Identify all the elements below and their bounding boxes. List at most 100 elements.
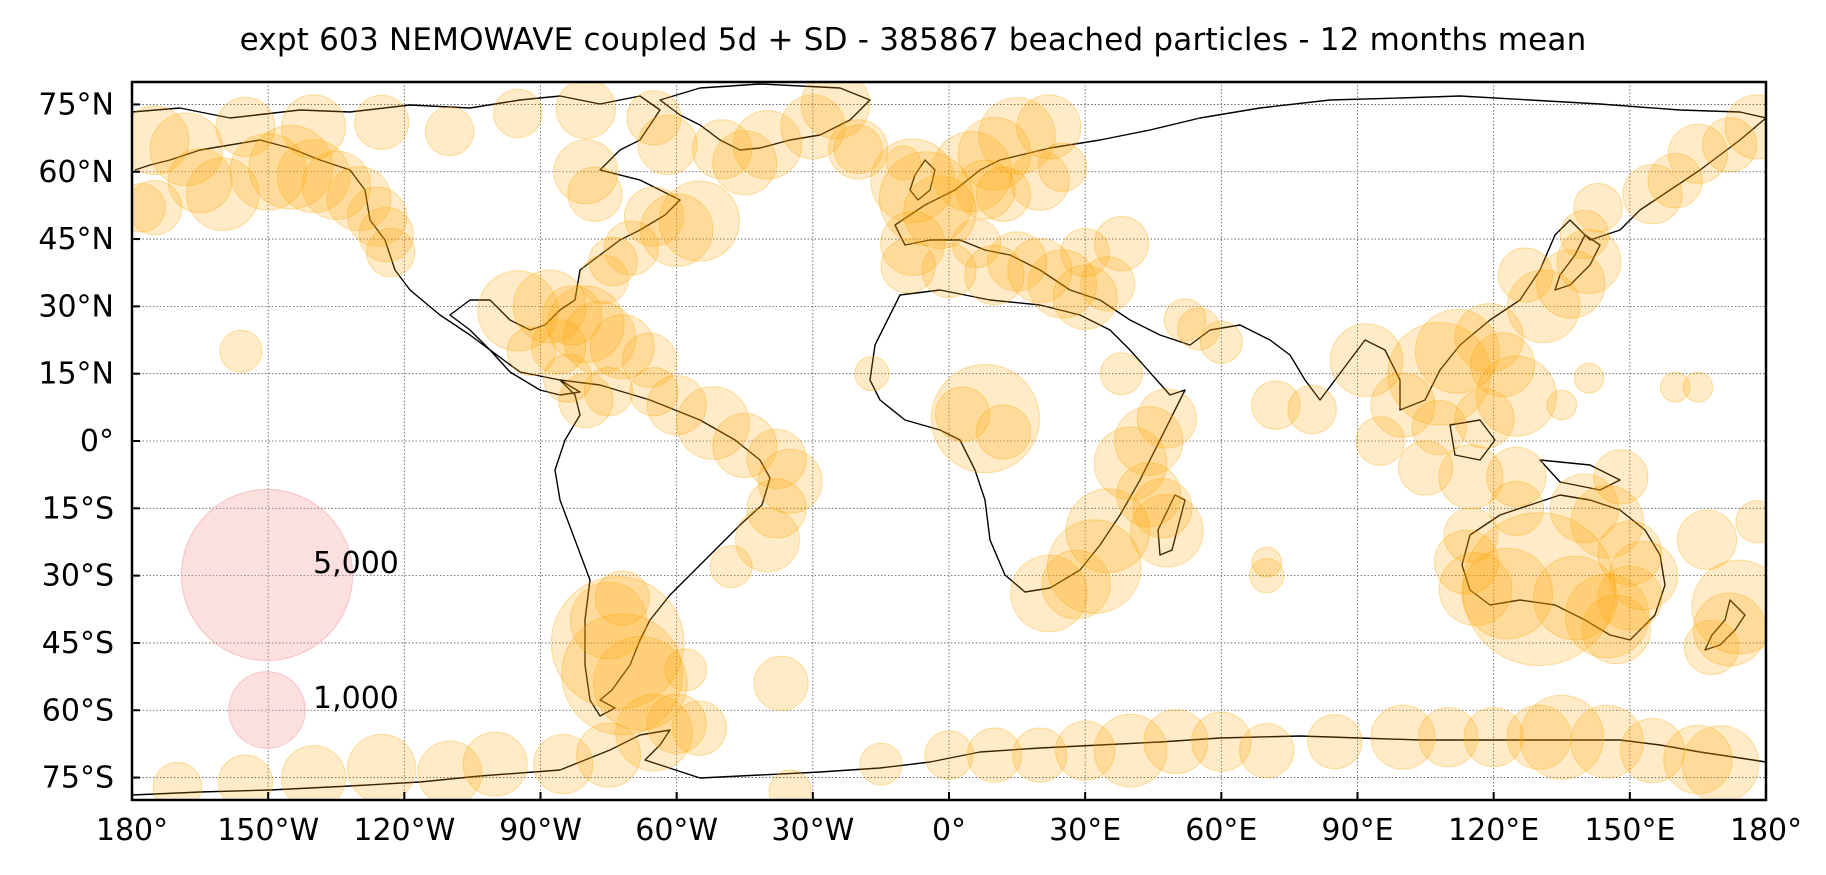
beached-particles-point [880, 211, 946, 277]
coastline-new-guinea [1539, 459, 1621, 491]
beached-particles-point [512, 269, 587, 344]
y-tick-label: 45°S [42, 626, 114, 661]
coastline-japan [1554, 234, 1601, 291]
beached-particles-point [1411, 399, 1467, 456]
beached-particles-point [1016, 94, 1082, 160]
legend-label: 1,000 [313, 681, 399, 716]
beached-particles-point [935, 386, 991, 442]
beached-particles-point [921, 242, 977, 299]
beached-particles-point [828, 119, 889, 180]
beached-particles-point [800, 82, 871, 140]
beached-particles-point [931, 131, 1013, 213]
beached-particles-point [219, 329, 263, 373]
y-tick-label: 30°N [38, 289, 114, 324]
beached-particles-point [1463, 707, 1524, 768]
beached-particles-point [1060, 227, 1110, 278]
beached-particles-point [1307, 714, 1363, 770]
beached-particles-point [1329, 323, 1404, 398]
x-axis-ticks: 180° 150°W 120°W 90°W 60°W 30°W 0° 30°E 60°E 90°E… [96, 792, 1802, 848]
beached-particles-point [152, 761, 203, 800]
x-tick-label: 150°E [1584, 813, 1675, 848]
map-title: expt 603 NEMOWAVE coupled 5d + SD - 3858… [239, 22, 1587, 58]
beached-particles-point [358, 206, 414, 263]
beached-particles-point [878, 151, 974, 247]
beached-particles-point [639, 193, 714, 267]
coastline-eurasia [894, 95, 1766, 411]
beached-particles-point [1506, 704, 1572, 770]
beached-particles-point [132, 182, 166, 233]
beached-particles-point [646, 693, 707, 754]
beached-particles-point [1010, 554, 1088, 633]
beached-particles-point [1681, 725, 1760, 800]
beached-particles-point [1454, 388, 1515, 449]
beached-particles-point [547, 285, 625, 364]
beached-particles-point [1683, 619, 1740, 676]
beached-particles-point [1251, 546, 1283, 578]
beached-particles-point [1093, 215, 1150, 272]
beached-particles-point [1676, 509, 1738, 570]
beached-particles-point [1488, 480, 1544, 536]
x-tick-label: 30°W [771, 813, 854, 848]
beached-particles-point [1009, 150, 1070, 211]
beached-particles-point [975, 166, 1032, 222]
beached-particles-point [1597, 520, 1663, 586]
beached-particles-point [1506, 269, 1581, 344]
beached-particles-point [561, 613, 684, 736]
beached-particles-point [569, 581, 648, 660]
beached-particles-point [1136, 388, 1197, 449]
beached-particles-point [326, 166, 392, 232]
beached-particles-point [1132, 478, 1193, 539]
beached-particles-point [664, 648, 708, 692]
beached-particles-point [229, 132, 307, 211]
beached-particles-point [637, 114, 698, 175]
legend-bubble [228, 671, 306, 749]
beached-particles-point [533, 734, 594, 795]
beached-particles-point [870, 138, 956, 224]
coastline-australia [1461, 494, 1666, 641]
beached-particles-point [1199, 320, 1243, 364]
beached-particles-point [1702, 117, 1758, 173]
beached-particles-point [966, 727, 1022, 783]
beached-particles-point [1593, 449, 1649, 505]
beached-particles-point [1438, 552, 1513, 626]
beached-particles-point [1475, 355, 1557, 437]
beached-particles-point [550, 576, 685, 710]
beached-particles-point [757, 448, 823, 514]
beached-particles-point [1116, 462, 1182, 528]
beached-particles-point [951, 218, 1001, 269]
beached-particles-point [1647, 153, 1703, 209]
beached-particles-point [1370, 704, 1436, 770]
beached-particles-point [768, 769, 812, 800]
beached-particles-point [592, 635, 688, 731]
beached-particles-point [1470, 332, 1536, 398]
beached-particles-point [1691, 559, 1766, 655]
beached-particles-point [417, 740, 483, 800]
beached-particles-point [366, 227, 416, 278]
beached-particles-point [621, 332, 678, 388]
beached-particles-point [185, 157, 260, 231]
beached-particles-point [676, 386, 750, 460]
beached-particles-point [132, 105, 190, 176]
beached-particles-point [1570, 704, 1644, 779]
beached-particles-point [1370, 372, 1436, 438]
beached-particles-point [462, 731, 528, 797]
beached-particles-point [1486, 446, 1547, 507]
beached-particles-point [567, 166, 623, 222]
beached-particles-point [833, 124, 883, 175]
beached-particles-point [248, 124, 334, 210]
beached-particles-point [1037, 142, 1088, 192]
beached-particles-point [753, 655, 809, 711]
beached-particles-point [1080, 256, 1136, 312]
beached-particles-point [709, 545, 753, 589]
x-tick-label: 30°E [1049, 813, 1121, 848]
coastline-south-america [554, 379, 771, 717]
beached-particles-point [346, 733, 417, 800]
beached-particles-point [1052, 264, 1118, 330]
beached-particles-point [477, 270, 559, 352]
beached-particles-point [1559, 209, 1610, 260]
y-tick-label: 60°S [42, 693, 114, 728]
beached-particles-point [732, 110, 803, 180]
coastline-borneo [1449, 419, 1496, 461]
beached-particles-point [558, 373, 614, 429]
